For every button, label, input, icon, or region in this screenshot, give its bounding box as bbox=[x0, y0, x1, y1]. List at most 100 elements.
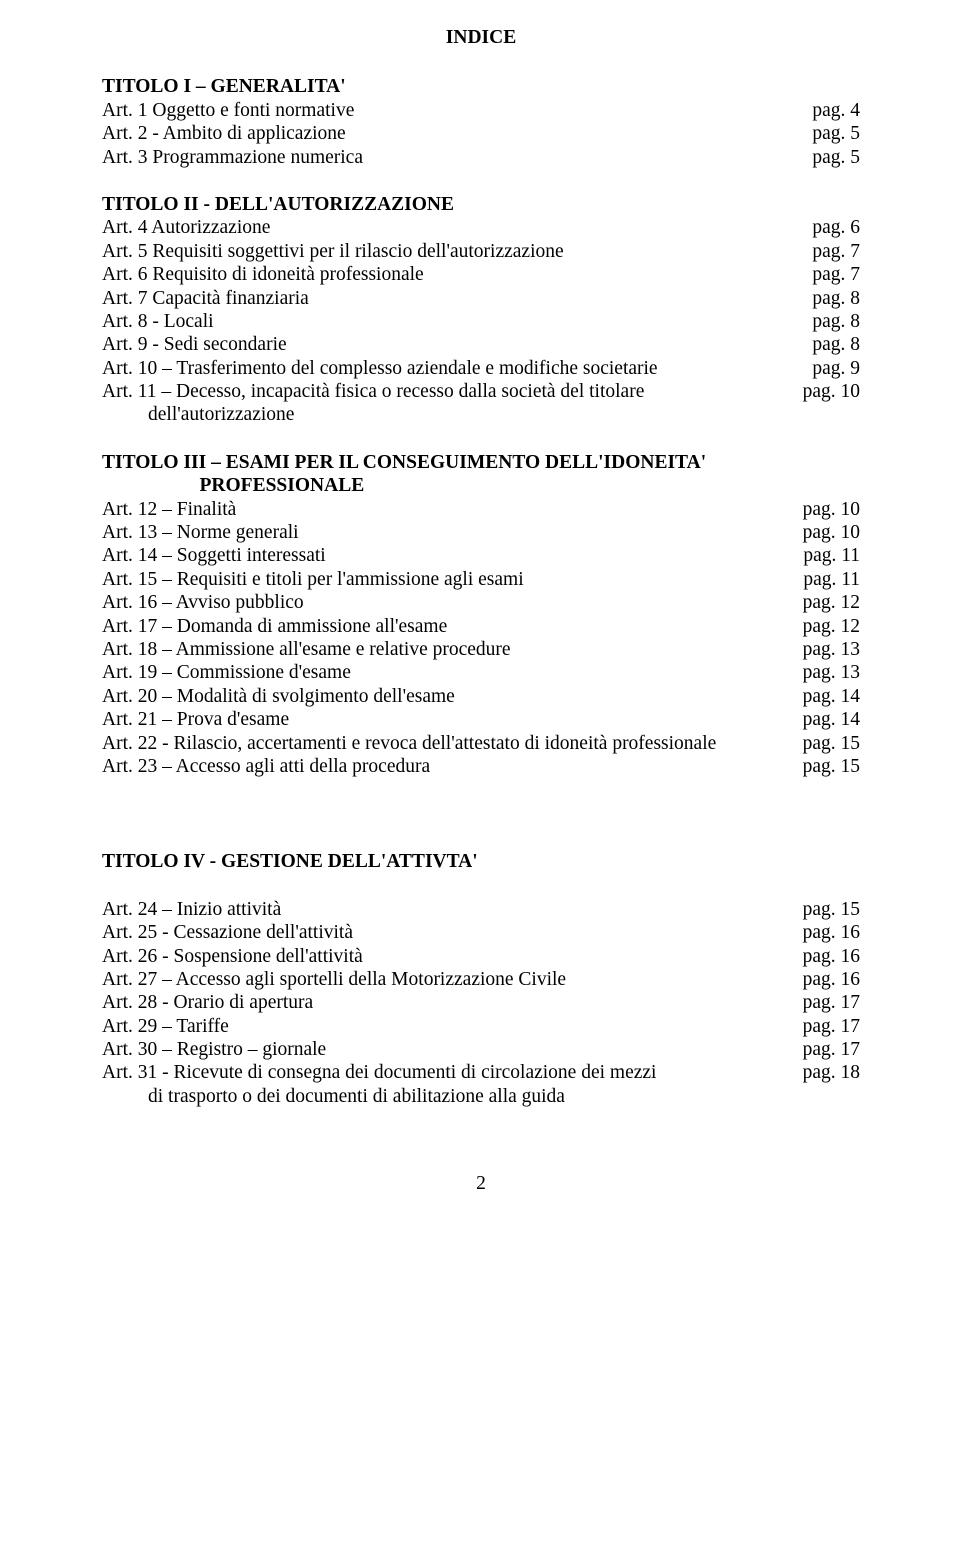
toc-page-ref: pag. 17 bbox=[803, 1015, 860, 1038]
page: INDICE TITOLO I – GENERALITA'Art. 1 Ogge… bbox=[0, 0, 960, 1236]
toc-row: Art. 30 – Registro – giornalepag. 17 bbox=[102, 1038, 860, 1061]
toc-page-ref: pag. 17 bbox=[803, 1038, 860, 1061]
toc-label: Art. 12 – Finalità bbox=[102, 498, 803, 521]
toc-row: Art. 29 – Tariffepag. 17 bbox=[102, 1015, 860, 1038]
toc-page-ref: pag. 16 bbox=[803, 968, 860, 991]
toc-label: Art. 18 – Ammissione all'esame e relativ… bbox=[102, 638, 803, 661]
toc-row: Art. 22 - Rilascio, accertamenti e revoc… bbox=[102, 732, 860, 755]
toc-page-ref: pag. 9 bbox=[812, 357, 860, 380]
toc-page-ref: pag. 7 bbox=[812, 240, 860, 263]
toc-page-ref: pag. 14 bbox=[803, 685, 860, 708]
toc-row: Art. 24 – Inizio attivitàpag. 15 bbox=[102, 898, 860, 921]
toc-row: Art. 27 – Accesso agli sportelli della M… bbox=[102, 968, 860, 991]
toc-page-ref: pag. 6 bbox=[812, 216, 860, 239]
toc-page-ref: pag. 14 bbox=[803, 708, 860, 731]
section-gap bbox=[102, 802, 860, 850]
toc-page-ref: pag. 15 bbox=[803, 755, 860, 778]
toc-label: Art. 30 – Registro – giornale bbox=[102, 1038, 803, 1061]
toc-label: Art. 20 – Modalità di svolgimento dell'e… bbox=[102, 685, 803, 708]
toc-row: Art. 31 - Ricevute di consegna dei docum… bbox=[102, 1061, 860, 1084]
toc-row: Art. 14 – Soggetti interessatipag. 11 bbox=[102, 544, 860, 567]
toc-label: Art. 7 Capacità finanziaria bbox=[102, 287, 812, 310]
toc-label: Art. 15 – Requisiti e titoli per l'ammis… bbox=[102, 568, 803, 591]
toc-page-ref: pag. 18 bbox=[803, 1061, 860, 1084]
toc-label: Art. 19 – Commissione d'esame bbox=[102, 661, 803, 684]
toc-label: Art. 17 – Domanda di ammissione all'esam… bbox=[102, 615, 803, 638]
toc-row: Art. 4 Autorizzazionepag. 6 bbox=[102, 216, 860, 239]
toc-label: Art. 21 – Prova d'esame bbox=[102, 708, 803, 731]
toc-section: TITOLO III – ESAMI PER IL CONSEGUIMENTO … bbox=[102, 451, 860, 778]
toc-row: Art. 3 Programmazione numericapag. 5 bbox=[102, 146, 860, 169]
section-title: TITOLO IV - GESTIONE DELL'ATTIVTA' bbox=[102, 850, 860, 873]
toc-row: Art. 9 - Sedi secondariepag. 8 bbox=[102, 333, 860, 356]
toc-label: Art. 14 – Soggetti interessati bbox=[102, 544, 803, 567]
toc-row: Art. 1 Oggetto e fonti normativepag. 4 bbox=[102, 99, 860, 122]
toc-label: Art. 11 – Decesso, incapacità fisica o r… bbox=[102, 380, 803, 403]
toc-page-ref: pag. 12 bbox=[803, 615, 860, 638]
toc-label: Art. 13 – Norme generali bbox=[102, 521, 803, 544]
toc-row: Art. 28 - Orario di aperturapag. 17 bbox=[102, 991, 860, 1014]
toc-label: Art. 23 – Accesso agli atti della proced… bbox=[102, 755, 803, 778]
page-number: 2 bbox=[102, 1172, 860, 1195]
toc-page-ref: pag. 8 bbox=[812, 310, 860, 333]
section-title: TITOLO II - DELL'AUTORIZZAZIONE bbox=[102, 193, 860, 216]
toc-page-ref: pag. 11 bbox=[803, 544, 860, 567]
doc-title: INDICE bbox=[102, 26, 860, 49]
toc-label: Art. 31 - Ricevute di consegna dei docum… bbox=[102, 1061, 803, 1084]
toc-page-ref: pag. 10 bbox=[803, 521, 860, 544]
section-title: TITOLO III – ESAMI PER IL CONSEGUIMENTO … bbox=[102, 451, 860, 498]
toc-row: Art. 20 – Modalità di svolgimento dell'e… bbox=[102, 685, 860, 708]
toc-row: Art. 16 – Avviso pubblicopag. 12 bbox=[102, 591, 860, 614]
toc-row: Art. 12 – Finalitàpag. 10 bbox=[102, 498, 860, 521]
toc-row: Art. 11 – Decesso, incapacità fisica o r… bbox=[102, 380, 860, 403]
toc-page-ref: pag. 16 bbox=[803, 921, 860, 944]
toc-sublabel: di trasporto o dei documenti di abilitaz… bbox=[102, 1085, 860, 1108]
toc-label: Art. 4 Autorizzazione bbox=[102, 216, 812, 239]
toc-label: Art. 22 - Rilascio, accertamenti e revoc… bbox=[102, 732, 803, 755]
toc-page-ref: pag. 17 bbox=[803, 991, 860, 1014]
toc-row: Art. 2 - Ambito di applicazionepag. 5 bbox=[102, 122, 860, 145]
title-gap bbox=[102, 874, 860, 898]
toc-label: Art. 28 - Orario di apertura bbox=[102, 991, 803, 1014]
toc-page-ref: pag. 10 bbox=[803, 380, 860, 403]
toc-row: Art. 23 – Accesso agli atti della proced… bbox=[102, 755, 860, 778]
toc-label: Art. 2 - Ambito di applicazione bbox=[102, 122, 812, 145]
toc-label: Art. 25 - Cessazione dell'attività bbox=[102, 921, 803, 944]
toc-row: Art. 26 - Sospensione dell'attivitàpag. … bbox=[102, 945, 860, 968]
toc-sublabel: dell'autorizzazione bbox=[102, 403, 860, 426]
toc-section: TITOLO II - DELL'AUTORIZZAZIONEArt. 4 Au… bbox=[102, 193, 860, 427]
toc-page-ref: pag. 5 bbox=[812, 146, 860, 169]
toc-label: Art. 5 Requisiti soggettivi per il rilas… bbox=[102, 240, 812, 263]
toc-section: TITOLO I – GENERALITA'Art. 1 Oggetto e f… bbox=[102, 75, 860, 169]
toc-label: Art. 6 Requisito di idoneità professiona… bbox=[102, 263, 812, 286]
toc-label: Art. 24 – Inizio attività bbox=[102, 898, 803, 921]
toc-row: Art. 21 – Prova d'esamepag. 14 bbox=[102, 708, 860, 731]
toc-page-ref: pag. 16 bbox=[803, 945, 860, 968]
toc-label: Art. 27 – Accesso agli sportelli della M… bbox=[102, 968, 803, 991]
toc-label: Art. 16 – Avviso pubblico bbox=[102, 591, 803, 614]
toc-page-ref: pag. 13 bbox=[803, 638, 860, 661]
toc-label: Art. 29 – Tariffe bbox=[102, 1015, 803, 1038]
toc-row: Art. 25 - Cessazione dell'attivitàpag. 1… bbox=[102, 921, 860, 944]
toc-page-ref: pag. 15 bbox=[803, 898, 860, 921]
toc-section: TITOLO IV - GESTIONE DELL'ATTIVTA' Art. 2… bbox=[102, 850, 860, 1108]
toc-page-ref: pag. 7 bbox=[812, 263, 860, 286]
toc-row: Art. 8 - Localipag. 8 bbox=[102, 310, 860, 333]
toc-page-ref: pag. 10 bbox=[803, 498, 860, 521]
toc-page-ref: pag. 12 bbox=[803, 591, 860, 614]
toc-row: Art. 7 Capacità finanziariapag. 8 bbox=[102, 287, 860, 310]
toc-row: Art. 5 Requisiti soggettivi per il rilas… bbox=[102, 240, 860, 263]
toc-row: Art. 13 – Norme generalipag. 10 bbox=[102, 521, 860, 544]
toc-label: Art. 8 - Locali bbox=[102, 310, 812, 333]
toc-row: Art. 18 – Ammissione all'esame e relativ… bbox=[102, 638, 860, 661]
toc-page-ref: pag. 5 bbox=[812, 122, 860, 145]
toc-label: Art. 1 Oggetto e fonti normative bbox=[102, 99, 812, 122]
toc-label: Art. 26 - Sospensione dell'attività bbox=[102, 945, 803, 968]
section-title: TITOLO I – GENERALITA' bbox=[102, 75, 860, 98]
toc-row: Art. 15 – Requisiti e titoli per l'ammis… bbox=[102, 568, 860, 591]
toc-page-ref: pag. 4 bbox=[812, 99, 860, 122]
toc-label: Art. 9 - Sedi secondarie bbox=[102, 333, 812, 356]
toc-page-ref: pag. 8 bbox=[812, 333, 860, 356]
toc-label: Art. 10 – Trasferimento del complesso az… bbox=[102, 357, 812, 380]
toc-row: Art. 10 – Trasferimento del complesso az… bbox=[102, 357, 860, 380]
